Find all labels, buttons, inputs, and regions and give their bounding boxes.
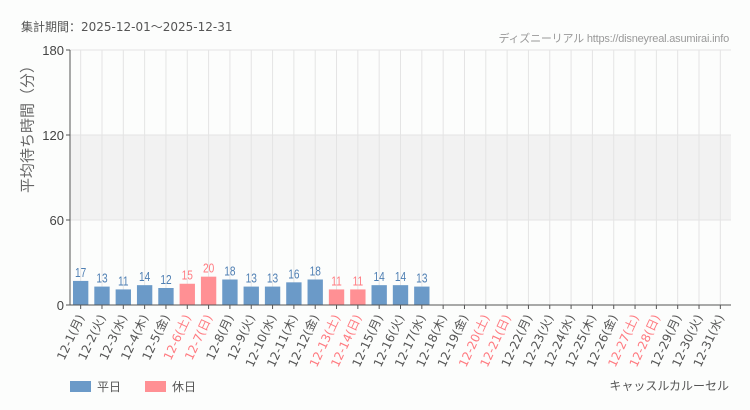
bar [115, 289, 131, 305]
bar [392, 285, 409, 305]
bar [414, 286, 430, 305]
bar [72, 280, 89, 305]
bar-value-label: 14 [395, 270, 407, 284]
bar [200, 276, 217, 305]
bar [222, 279, 238, 305]
bar-value-label: 14 [139, 270, 151, 284]
attraction-name: キャッスルカルーセル [609, 379, 729, 393]
bar [286, 282, 302, 305]
bar [350, 289, 366, 305]
legend-holiday: 休日 [145, 378, 196, 395]
bar [371, 285, 387, 305]
bar-value-label: 11 [118, 274, 129, 288]
bar-value-label: 13 [246, 271, 257, 285]
bar-value-label: 12 [160, 273, 171, 287]
bar-value-label: 18 [310, 264, 321, 278]
bar-value-label: 16 [288, 267, 299, 281]
site-credit: ディズニーリアル https://disneyreal.asumirai.inf… [498, 33, 729, 45]
y-tick-label: 60 [50, 213, 64, 228]
bar-value-label: 11 [331, 274, 342, 288]
bar-value-label: 20 [203, 262, 215, 276]
bar [328, 289, 345, 305]
bar-value-label: 13 [267, 271, 278, 285]
legend-holiday-label: 休日 [172, 380, 197, 394]
bar-value-label: 11 [353, 274, 364, 288]
legend: 平日 休日 [70, 378, 220, 395]
bar-value-label: 14 [374, 270, 386, 284]
y-tick-label: 0 [57, 298, 64, 313]
bar [136, 285, 153, 305]
legend-weekday-label: 平日 [97, 380, 122, 394]
y-tick-label: 180 [42, 43, 64, 58]
bar-value-label: 18 [224, 264, 235, 278]
weekday-swatch [70, 381, 91, 392]
bar-value-label: 17 [75, 266, 86, 280]
bar [94, 286, 110, 305]
legend-weekday: 平日 [70, 378, 121, 395]
bar [179, 283, 195, 305]
bar-value-label: 13 [416, 271, 427, 285]
bar [264, 286, 281, 305]
bar-value-label: 13 [96, 271, 107, 285]
y-tick-label: 120 [42, 128, 64, 143]
period-label: 集計期間：2025-12-01〜2025-12-31 [21, 20, 233, 34]
bar-value-label: 15 [182, 269, 193, 283]
bar [307, 279, 323, 305]
holiday-swatch [145, 381, 167, 392]
bar [158, 288, 174, 305]
bar [243, 286, 259, 305]
